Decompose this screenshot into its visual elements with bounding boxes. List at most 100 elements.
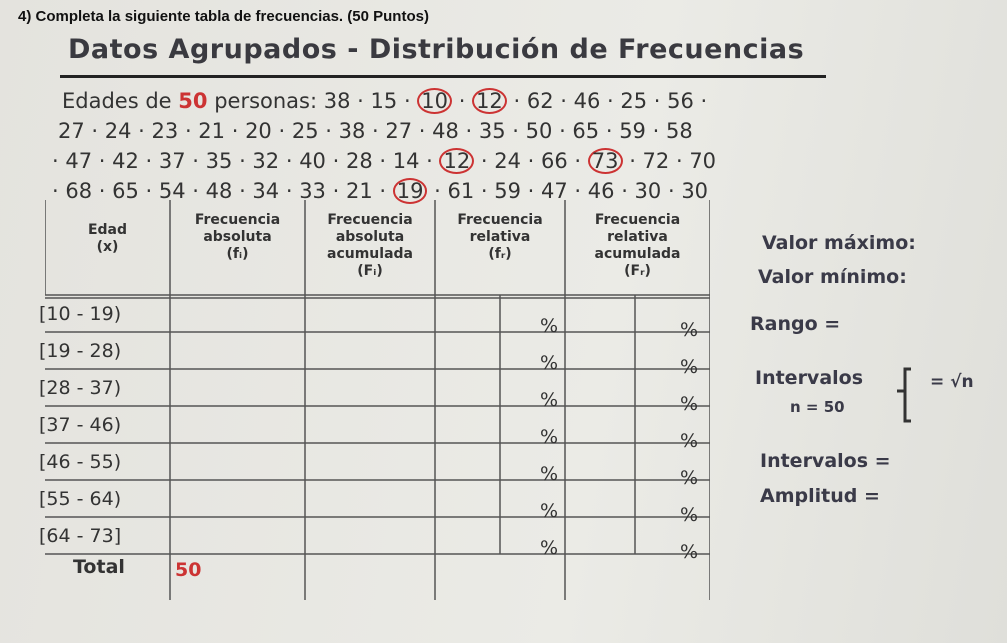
age-value: 47 — [65, 149, 93, 173]
column-header: Frecuencia absoluta acumulada (Fᵢ) — [305, 212, 435, 280]
header-line: Frecuencia — [594, 212, 681, 228]
age-value: 24 — [494, 149, 521, 173]
header-line: (Fᵢ) — [357, 263, 383, 279]
age-value: 25 — [291, 119, 319, 143]
total-value: 50 — [175, 559, 202, 581]
age-value: 15 — [370, 89, 398, 113]
min-label: Valor mínimo: — [758, 266, 907, 288]
age-value: 10 — [417, 88, 453, 114]
header-line: Frecuencia — [327, 212, 413, 228]
interval: [19 - 28) — [39, 340, 122, 362]
percent-sign: % — [540, 463, 559, 485]
age-value: 28 — [345, 149, 373, 173]
age-line: 27 · 24 · 23 · 21 · 20 · 25 · 38 · 27 · … — [58, 119, 693, 143]
column-header: Frecuencia relativa (fᵣ) — [435, 212, 565, 263]
age-value: 27 — [58, 119, 85, 143]
age-value: 32 — [252, 149, 280, 173]
age-value: 47 — [541, 179, 568, 203]
age-line: Edades de 50 personas: 38 · 15 · 10 · 12… — [62, 88, 708, 114]
n-label: n = 50 — [790, 398, 845, 416]
header-line: acumulada — [594, 246, 681, 262]
percent-sign: % — [540, 426, 559, 448]
percent-sign: % — [680, 393, 699, 415]
age-value: 12 — [472, 88, 507, 114]
age-value: 25 — [620, 89, 648, 113]
percent-sign: % — [680, 541, 699, 563]
ages-prefix: Edades de — [62, 89, 172, 113]
max-label: Valor máximo: — [762, 232, 916, 254]
age-value: 30 — [634, 179, 662, 203]
age-value: 24 — [104, 119, 132, 143]
percent-sign: % — [540, 537, 559, 559]
age-line: · 68 · 65 · 54 · 48 · 34 · 33 · 21 · 19 … — [52, 178, 709, 204]
interval: [10 - 19) — [39, 303, 122, 325]
age-value: 54 — [158, 179, 186, 203]
age-value: 23 — [151, 119, 179, 143]
header-line: Frecuencia — [194, 212, 281, 228]
header-line: (x) — [96, 239, 119, 255]
age-value: 37 — [158, 149, 186, 173]
bracket — [897, 367, 911, 423]
age-value: 20 — [245, 119, 272, 143]
question: 4) Completa la siguiente tabla de frecue… — [18, 8, 429, 25]
frequency-table: Edad (x) Frecuencia absoluta (fᵢ) Frecuencia a… — [39, 200, 710, 620]
age-value: 21 — [345, 179, 373, 203]
interval: [55 - 64) — [39, 488, 122, 510]
age-value: 56 — [667, 89, 694, 113]
ages-count: 50 — [178, 89, 208, 113]
age-value: 46 — [573, 89, 601, 113]
percent-sign: % — [540, 500, 559, 522]
age-value: 72 — [642, 149, 670, 173]
header-line: Frecuencia — [457, 212, 543, 228]
age-value: 12 — [439, 148, 475, 174]
age-value: 48 — [205, 179, 233, 203]
age-value: 14 — [392, 149, 420, 173]
interval: [37 - 46) — [39, 414, 122, 436]
age-value: 58 — [665, 119, 693, 143]
interval: [28 - 37) — [39, 377, 122, 399]
age-value: 27 — [385, 119, 413, 143]
age-value: 34 — [252, 179, 280, 203]
age-value: 38 — [323, 89, 351, 113]
header-line: absoluta — [203, 229, 272, 245]
percent-sign: % — [540, 352, 559, 374]
age-value: 46 — [587, 179, 615, 203]
percent-sign: % — [540, 315, 559, 337]
ages-block: Edades de 50 personas: 38 · 15 · 10 · 12… — [52, 86, 716, 206]
age-value: 61 — [447, 179, 475, 203]
header-line: Edad — [87, 222, 128, 238]
percent-sign: % — [540, 389, 559, 411]
percent-sign: % — [680, 319, 699, 341]
interval: [46 - 55) — [39, 451, 122, 473]
header-line: relativa — [469, 229, 531, 245]
percent-sign: % — [680, 430, 699, 452]
percent-sign: % — [680, 467, 699, 489]
interval: [64 - 73] — [39, 525, 122, 547]
age-value: 50 — [525, 119, 553, 143]
age-value: 65 — [112, 179, 139, 203]
total-label: Total — [73, 556, 125, 578]
header-line: absoluta — [335, 229, 405, 245]
intervals-label: Intervalos — [755, 367, 864, 389]
table-grid — [45, 200, 710, 600]
column-header: Frecuencia relativa acumulada (Fᵣ) — [565, 212, 710, 280]
percent-sign: % — [680, 504, 699, 526]
age-value: 59 — [619, 119, 646, 143]
ages-suffix: personas: — [214, 89, 318, 113]
age-value: 66 — [541, 149, 568, 173]
age-value: 30 — [681, 179, 709, 203]
age-value: 68 — [65, 179, 93, 203]
age-value: 35 — [478, 119, 506, 143]
age-value: 35 — [205, 149, 233, 173]
banner-rule — [60, 75, 826, 78]
header-line: (fᵢ) — [226, 246, 249, 262]
age-value: 59 — [494, 179, 521, 203]
age-value: 42 — [112, 149, 139, 173]
header-line: (fᵣ) — [488, 246, 512, 262]
width-label: Amplitud = — [760, 485, 880, 507]
age-value: 73 — [587, 148, 623, 174]
sqrt-label: = √n — [930, 372, 974, 392]
age-value: 62 — [526, 89, 554, 113]
intervals-result: Intervalos = — [760, 450, 891, 472]
